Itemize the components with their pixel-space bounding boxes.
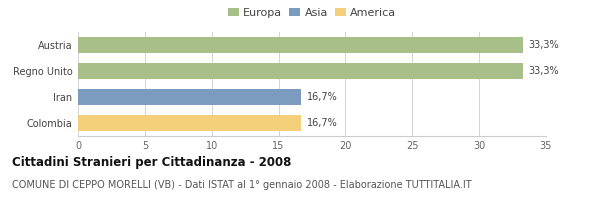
Bar [78, 115, 301, 131]
Bar [78, 63, 523, 79]
Text: 16,7%: 16,7% [307, 92, 337, 102]
Text: 16,7%: 16,7% [307, 118, 337, 128]
Bar [78, 89, 301, 105]
Legend: Europa, Asia, America: Europa, Asia, America [227, 8, 397, 18]
Text: 33,3%: 33,3% [529, 66, 559, 76]
Text: Cittadini Stranieri per Cittadinanza - 2008: Cittadini Stranieri per Cittadinanza - 2… [12, 156, 292, 169]
Text: COMUNE DI CEPPO MORELLI (VB) - Dati ISTAT al 1° gennaio 2008 - Elaborazione TUTT: COMUNE DI CEPPO MORELLI (VB) - Dati ISTA… [12, 180, 472, 190]
Bar [78, 37, 523, 53]
Text: 33,3%: 33,3% [529, 40, 559, 50]
